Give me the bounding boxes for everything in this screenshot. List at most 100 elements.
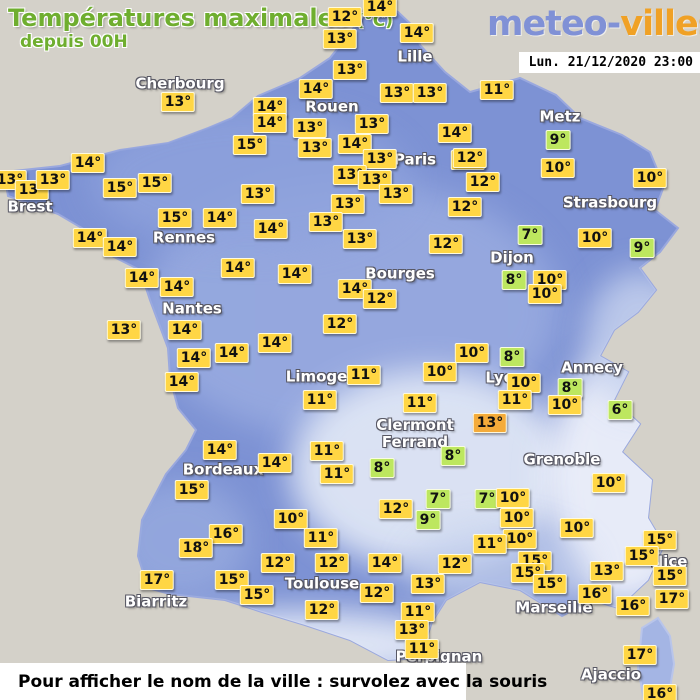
meteo-villes-logo[interactable]: meteo-villes.com	[487, 4, 700, 44]
temp-badge[interactable]: 10°	[454, 343, 490, 363]
temp-badge[interactable]: 10°	[506, 373, 542, 393]
temp-badge[interactable]: 11°	[497, 390, 533, 410]
temp-badge[interactable]: 14°	[257, 453, 293, 473]
temp-badge[interactable]: 8°	[557, 378, 583, 398]
temp-badge[interactable]: 14°	[176, 348, 212, 368]
temp-badge[interactable]: 10°	[577, 228, 613, 248]
temp-badge[interactable]: 12°	[314, 553, 350, 573]
temp-badge[interactable]: 8°	[369, 458, 395, 478]
temp-badge[interactable]: 10°	[632, 168, 668, 188]
temp-badge[interactable]: 14°	[124, 268, 160, 288]
temp-badge[interactable]: 13°	[412, 83, 448, 103]
temp-badge[interactable]: 10°	[495, 488, 531, 508]
temp-badge[interactable]: 13°	[330, 194, 366, 214]
temp-badge[interactable]: 12°	[465, 172, 501, 192]
temp-badge[interactable]: 14°	[252, 97, 288, 117]
temp-badge[interactable]: 10°	[540, 158, 576, 178]
temp-badge[interactable]: 10°	[527, 284, 563, 304]
temp-badge[interactable]: 8°	[499, 347, 525, 367]
temp-badge[interactable]: 14°	[367, 553, 403, 573]
temp-badge[interactable]: 15°	[652, 566, 688, 586]
temp-badge[interactable]: 12°	[447, 197, 483, 217]
temp-badge[interactable]: 7°	[474, 489, 500, 509]
temp-badge[interactable]: 13°	[322, 29, 358, 49]
temp-badge[interactable]: 16°	[577, 584, 613, 604]
temp-badge[interactable]: 13°	[292, 118, 328, 138]
temp-badge[interactable]: 15°	[624, 546, 660, 566]
temp-badge[interactable]: 13°	[362, 149, 398, 169]
temp-badge[interactable]: 13°	[394, 620, 430, 640]
temp-badge[interactable]: 14°	[277, 264, 313, 284]
temp-badge[interactable]: 14°	[362, 0, 398, 17]
temp-badge[interactable]: 14°	[167, 320, 203, 340]
temp-badge[interactable]: 14°	[202, 440, 238, 460]
temp-badge[interactable]: 17°	[622, 645, 658, 665]
temp-badge[interactable]: 17°	[654, 589, 690, 609]
temp-badge[interactable]: 10°	[422, 362, 458, 382]
temp-badge[interactable]: 13°	[379, 83, 415, 103]
temp-badge[interactable]: 14°	[72, 228, 108, 248]
temp-badge[interactable]: 15°	[137, 173, 173, 193]
temp-badge[interactable]: 10°	[499, 508, 535, 528]
temp-badge[interactable]: 9°	[629, 238, 655, 258]
temp-badge[interactable]: 11°	[309, 441, 345, 461]
temp-badge[interactable]: 12°	[327, 7, 363, 27]
temp-badge[interactable]: 13°	[308, 212, 344, 232]
temp-badge[interactable]: 13°	[332, 165, 368, 185]
temp-badge[interactable]: 12°	[359, 583, 395, 603]
temp-badge[interactable]: 15°	[532, 574, 568, 594]
temp-badge[interactable]: 16°	[642, 684, 678, 700]
temp-badge[interactable]: 6°	[607, 400, 633, 420]
temp-badge[interactable]: 13°	[378, 184, 414, 204]
temp-badge[interactable]: 10°	[591, 473, 627, 493]
temp-badge[interactable]: 14°	[159, 277, 195, 297]
temp-badge[interactable]: 10°	[273, 509, 309, 529]
temp-badge[interactable]: 16°	[208, 524, 244, 544]
temp-badge[interactable]: 15°	[232, 135, 268, 155]
temp-badge[interactable]: 15°	[239, 585, 275, 605]
temp-badge[interactable]: 14°	[102, 237, 138, 257]
temp-badge[interactable]: 13°	[35, 170, 71, 190]
temp-badge[interactable]: 14°	[253, 219, 289, 239]
temp-badge[interactable]: 11°	[402, 393, 438, 413]
temp-badge[interactable]: 11°	[319, 464, 355, 484]
temp-badge[interactable]: 13°	[332, 60, 368, 80]
temp-badge[interactable]: 15°	[642, 530, 678, 550]
temp-badge[interactable]: 14°	[70, 153, 106, 173]
temp-badge[interactable]: 13°	[106, 320, 142, 340]
temp-badge[interactable]: 10°	[559, 518, 595, 538]
temp-badge[interactable]: 13°	[240, 184, 276, 204]
temp-badge[interactable]: 11°	[479, 80, 515, 100]
temp-badge[interactable]: 13°	[472, 413, 508, 433]
temp-badge[interactable]: 16°	[615, 596, 651, 616]
temp-badge[interactable]: 12°	[428, 234, 464, 254]
temp-badge[interactable]: 11°	[400, 602, 436, 622]
temp-badge[interactable]: 14°	[298, 79, 334, 99]
temp-badge[interactable]: 11°	[404, 639, 440, 659]
temp-badge[interactable]: 14°	[399, 23, 435, 43]
temp-badge[interactable]: 11°	[472, 534, 508, 554]
temp-badge[interactable]: 14°	[214, 343, 250, 363]
temp-badge[interactable]: 7°	[425, 489, 451, 509]
temp-badge[interactable]: 13°	[342, 229, 378, 249]
temp-badge[interactable]: 13°	[297, 138, 333, 158]
temp-badge[interactable]: 17°	[139, 570, 175, 590]
temp-badge[interactable]: 13°	[354, 114, 390, 134]
temp-badge[interactable]: 11°	[303, 528, 339, 548]
temp-badge[interactable]: 8°	[501, 270, 527, 290]
temp-badge[interactable]: 11°	[302, 390, 338, 410]
temp-badge[interactable]: 14°	[257, 333, 293, 353]
temp-badge[interactable]: 13°	[589, 561, 625, 581]
temp-badge[interactable]: 7°	[517, 225, 543, 245]
temp-badge[interactable]: 12°	[437, 554, 473, 574]
temp-badge[interactable]: 15°	[174, 480, 210, 500]
temp-badge[interactable]: 10°	[502, 529, 538, 549]
temp-badge[interactable]: 9°	[545, 130, 571, 150]
temp-badge[interactable]: 13°	[160, 92, 196, 112]
temp-badge[interactable]: 12°	[304, 600, 340, 620]
temp-badge[interactable]: 14°	[220, 258, 256, 278]
temp-badge[interactable]: 12°	[378, 499, 414, 519]
temp-badge[interactable]: 15°	[157, 208, 193, 228]
temp-badge[interactable]: 10°	[547, 395, 583, 415]
temp-badge[interactable]: 15°	[102, 178, 138, 198]
